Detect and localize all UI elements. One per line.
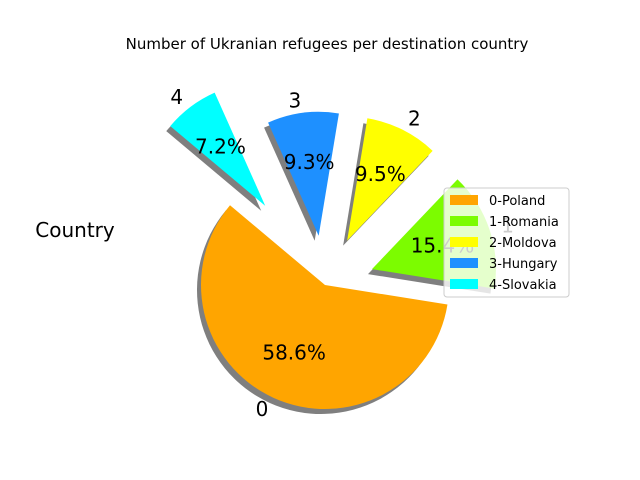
legend-label-2: 2-Moldova — [489, 236, 557, 251]
slice-pct-2: 9.5% — [355, 162, 406, 186]
legend-label-3: 3-Hungary — [489, 257, 558, 272]
slice-label-3: 3 — [289, 89, 302, 113]
legend-swatch-4 — [450, 279, 478, 289]
slice-0 — [200, 205, 448, 409]
slice-label-2: 2 — [408, 107, 421, 131]
legend: 0-Poland 1-Romania 2-Moldova 3-Hungary 4-Slo… — [443, 187, 570, 298]
slice-3 — [268, 111, 339, 236]
slice-label-0: 0 — [256, 397, 269, 421]
legend-label-1: 1-Romania — [489, 215, 559, 230]
legend-frame — [443, 187, 570, 298]
slice-pct-3: 9.3% — [284, 150, 335, 174]
slice-pct-4: 7.2% — [195, 134, 246, 158]
slice-pct-0: 58.6% — [262, 341, 326, 365]
legend-swatch-3 — [450, 258, 478, 268]
legend-label-4: 4-Slovakia — [489, 278, 557, 293]
chart-ylabel: Country — [35, 218, 115, 242]
slice-2 — [347, 118, 433, 241]
legend-swatch-2 — [450, 237, 478, 247]
legend-swatch-0 — [450, 195, 478, 205]
slice-label-4: 4 — [170, 85, 183, 109]
legend-label-0: 0-Poland — [489, 194, 545, 209]
chart-title: Number of Ukranian refugees per destinat… — [126, 35, 529, 53]
legend-swatch-1 — [450, 216, 478, 226]
slice-4 — [170, 92, 266, 206]
